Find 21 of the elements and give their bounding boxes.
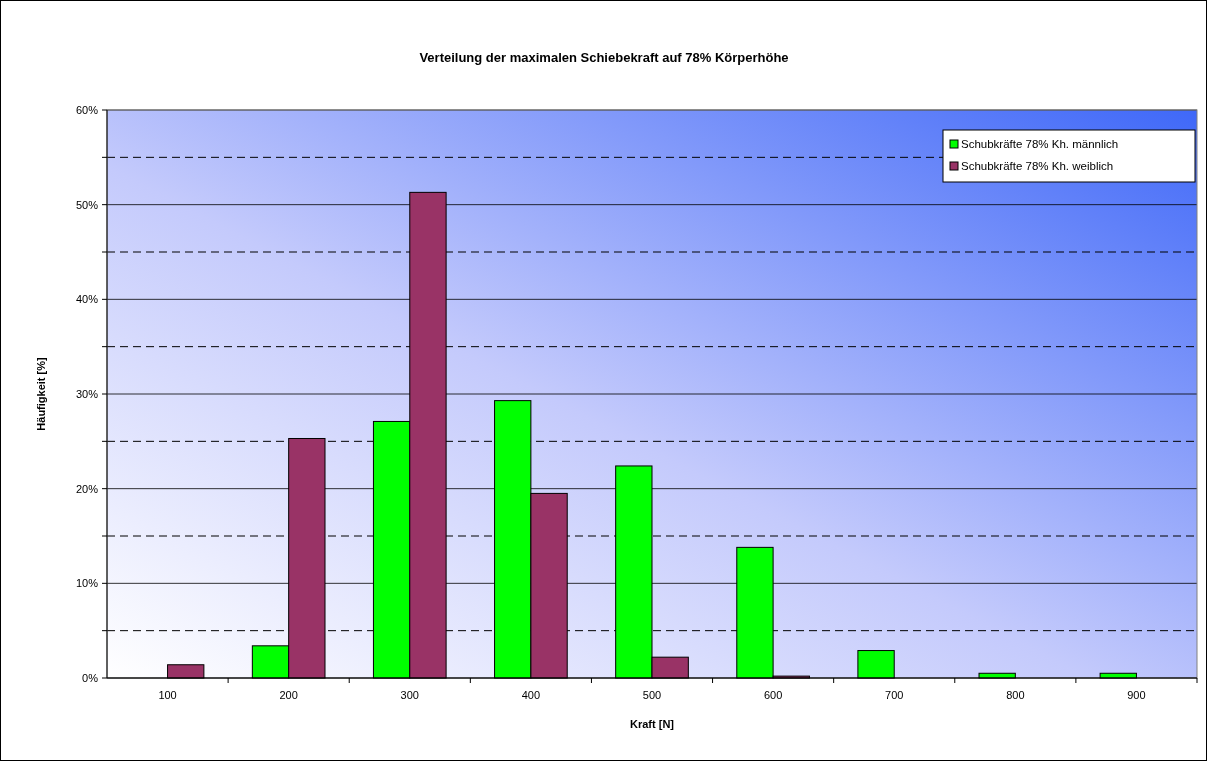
x-tick-label: 100 xyxy=(158,689,177,701)
y-axis-title: Häufigkeit [%] xyxy=(35,357,47,431)
x-tick-label: 300 xyxy=(400,689,419,701)
x-tick-label: 600 xyxy=(763,689,783,701)
x-axis-title: Kraft [N] xyxy=(630,718,675,730)
legend-label: Schubkräfte 78% Kh. männlich xyxy=(961,138,1119,150)
y-tick-label: 30% xyxy=(75,388,99,400)
legend-label: Schubkräfte 78% Kh. weiblich xyxy=(961,160,1114,172)
y-tick-label: 10% xyxy=(75,577,99,590)
x-tick-label: 800 xyxy=(1006,689,1025,701)
y-tick-label: 20% xyxy=(75,482,99,495)
y-tick-label: 50% xyxy=(75,198,99,211)
chart-title: Verteilung der maximalen Schiebekraft auf 78% Körperhöhe xyxy=(419,50,789,65)
x-tick-label: 900 xyxy=(1127,689,1146,701)
y-tick-label: 40% xyxy=(75,293,99,306)
y-tick-label: 0% xyxy=(82,672,99,684)
x-tick-label: 500 xyxy=(642,689,662,701)
x-tick-label: 200 xyxy=(279,689,298,701)
y-tick-label: 60% xyxy=(75,104,99,116)
x-tick-label: 700 xyxy=(885,689,904,701)
x-tick-label: 400 xyxy=(521,689,541,701)
